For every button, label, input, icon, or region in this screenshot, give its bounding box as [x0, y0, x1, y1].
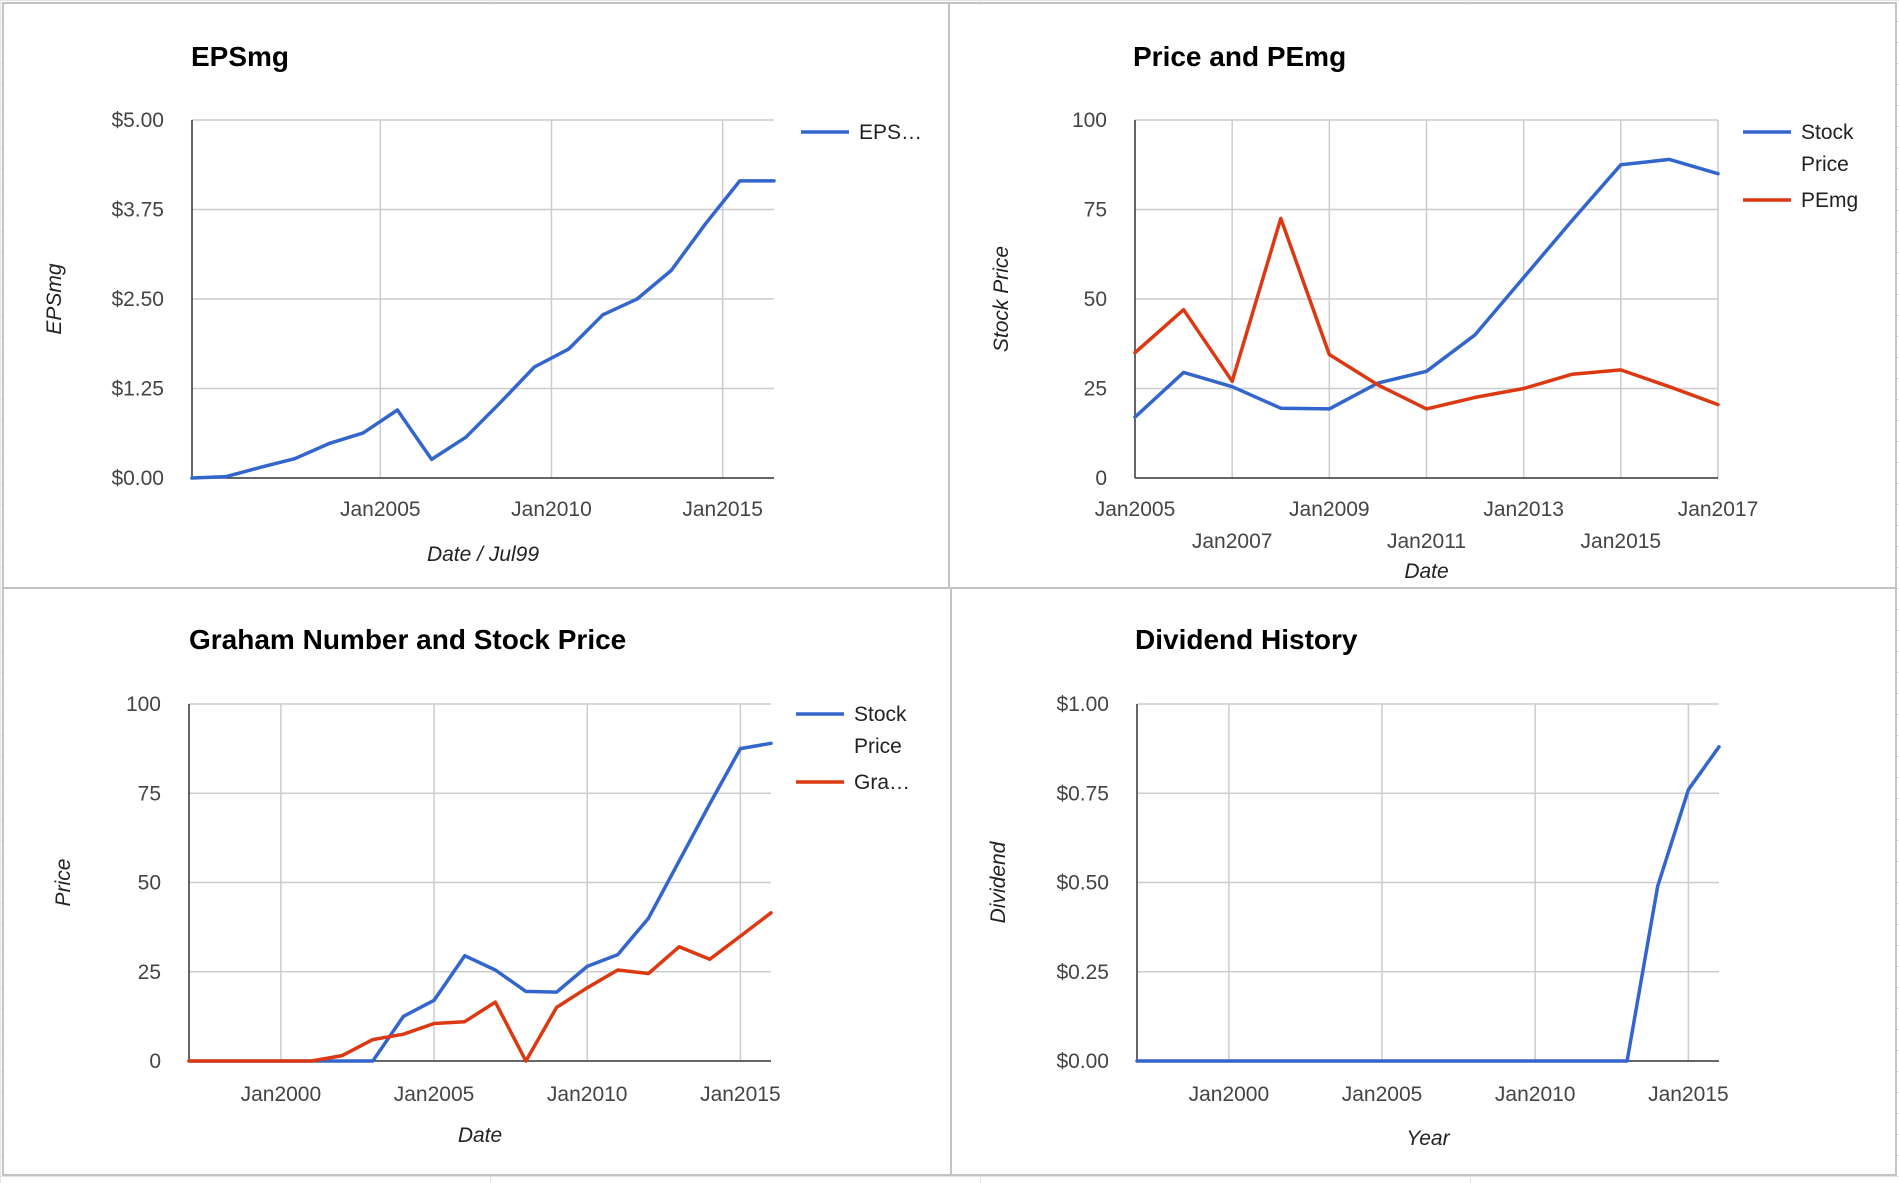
dividend-chart: $0.00 $0.25 $0.50 $0.75 $1.00 Jan2000 Jan2005 J…	[987, 624, 1729, 1150]
legend-item[interactable]: Stock Price	[796, 703, 907, 758]
x-tick-label: Jan2015	[1648, 1083, 1729, 1106]
y-axis-title: Stock Price	[990, 246, 1013, 352]
x-tick-label: Jan2010	[547, 1083, 628, 1106]
legend-label: Stock	[1801, 121, 1854, 144]
x-tick-label: Jan2000	[1189, 1083, 1270, 1106]
y-tick-label: 100	[1072, 109, 1107, 132]
chart-title: EPSmg	[191, 41, 289, 72]
y-tick-label: 75	[138, 782, 161, 805]
legend-label: Price	[854, 735, 902, 758]
graham-chart: 0 25 50 75 100 Jan2000 Jan2005 Jan2010 Jan2015 Gr…	[52, 624, 910, 1147]
legend-item[interactable]: EPS…	[801, 121, 922, 144]
legend-label: PEmg	[1801, 189, 1858, 212]
y-tick-label: 100	[126, 693, 161, 716]
x-tick-label: Jan2005	[394, 1083, 475, 1106]
x-tick-label: Jan2005	[1342, 1083, 1423, 1106]
y-tick-label: 25	[138, 961, 161, 984]
x-tick-label: Jan2010	[511, 498, 592, 521]
y-tick-label: 75	[1084, 199, 1107, 222]
x-tick-label: Jan2011	[1387, 530, 1466, 553]
price-pe-chart-panel[interactable]: 0 25 50 75 100 Jan2005 Jan2007 Jan2009 Jan2011 Ja…	[948, 2, 1897, 589]
legend-label: Price	[1801, 153, 1849, 176]
y-tick-label: 0	[1095, 467, 1107, 490]
x-tick-label: Jan2000	[241, 1083, 322, 1106]
y-tick-label: $0.75	[1056, 782, 1109, 805]
graham-chart-panel[interactable]: 0 25 50 75 100 Jan2000 Jan2005 Jan2010 Jan2015 Gr…	[2, 587, 952, 1176]
series-line-blue	[1133, 157, 1720, 419]
y-tick-label: $0.00	[111, 467, 164, 490]
y-tick-label: $0.50	[1056, 872, 1109, 895]
chart-title: Graham Number and Stock Price	[189, 624, 626, 655]
x-tick-label: Jan2005	[340, 498, 421, 521]
eps-chart: $0.00 $1.25 $2.50 $3.75 $5.00 Jan2005 Jan2010 J…	[43, 41, 922, 566]
series-line-blue	[190, 179, 776, 480]
eps-chart-panel[interactable]: $0.00 $1.25 $2.50 $3.75 $5.00 Jan2005 Jan2010 J…	[2, 2, 950, 589]
x-axis-title: Date	[1404, 560, 1448, 583]
legend-item[interactable]: PEmg	[1743, 189, 1858, 212]
x-tick-label: Jan2010	[1495, 1083, 1576, 1106]
x-axis-title: Year	[1406, 1127, 1450, 1150]
dividend-chart-panel[interactable]: $0.00 $0.25 $0.50 $0.75 $1.00 Jan2000 Jan2005 J…	[950, 587, 1897, 1176]
series-line-red	[1133, 216, 1720, 411]
x-tick-label: Jan2015	[682, 498, 763, 521]
x-axis-title: Date	[458, 1124, 502, 1147]
y-axis-title: Price	[52, 859, 75, 907]
x-tick-label: Jan2017	[1678, 498, 1759, 521]
x-tick-label: Jan2005	[1095, 498, 1176, 521]
x-axis-title: Date / Jul99	[427, 543, 539, 566]
x-tick-label: Jan2007	[1192, 530, 1273, 553]
legend-label: Gra…	[854, 771, 910, 794]
y-tick-label: 25	[1084, 378, 1107, 401]
y-tick-label: 50	[1084, 288, 1107, 311]
y-tick-label: $0.25	[1056, 961, 1109, 984]
chart-title: Dividend History	[1135, 624, 1358, 655]
x-tick-label: Jan2015	[700, 1083, 781, 1106]
x-tick-label: Jan2013	[1483, 498, 1564, 521]
legend-label: EPS…	[859, 121, 922, 144]
y-tick-label: 0	[149, 1050, 161, 1073]
y-axis-title: Dividend	[987, 840, 1010, 923]
y-tick-label: $0.00	[1056, 1050, 1109, 1073]
y-tick-label: $1.25	[111, 378, 164, 401]
y-axis-title: EPSmg	[43, 263, 66, 335]
y-tick-label: $5.00	[111, 109, 164, 132]
x-tick-label: Jan2015	[1581, 530, 1662, 553]
legend-item[interactable]: Stock Price	[1743, 121, 1854, 176]
y-tick-label: 50	[138, 872, 161, 895]
y-tick-label: $3.75	[111, 199, 164, 222]
legend-label: Stock	[854, 703, 907, 726]
y-tick-label: $2.50	[111, 288, 164, 311]
x-tick-label: Jan2009	[1289, 498, 1370, 521]
chart-title: Price and PEmg	[1133, 41, 1346, 72]
series-line-red	[187, 911, 773, 1063]
y-tick-label: $1.00	[1056, 693, 1109, 716]
series-line-blue	[1135, 745, 1721, 1063]
legend-item[interactable]: Gra…	[796, 771, 910, 794]
price-pe-chart: 0 25 50 75 100 Jan2005 Jan2007 Jan2009 Jan2011 Ja…	[990, 41, 1858, 583]
